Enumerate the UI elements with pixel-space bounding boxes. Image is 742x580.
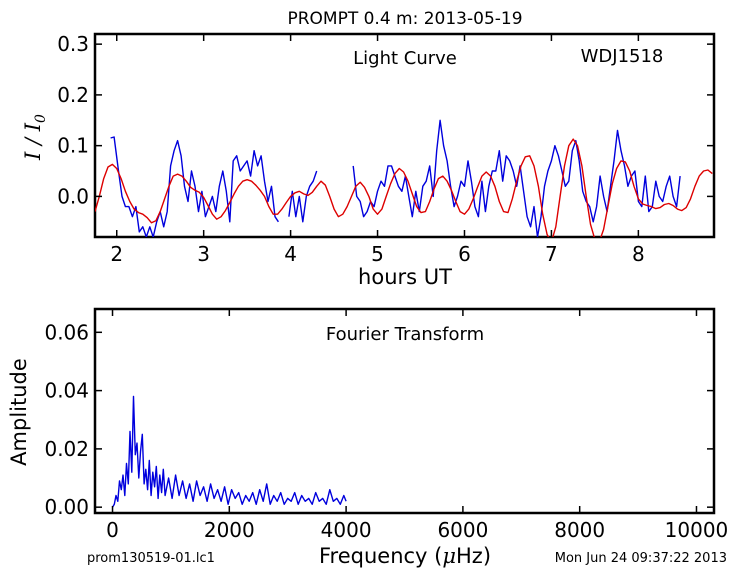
footer-filename: prom130519-01.lc1 (87, 551, 215, 566)
figure-title: PROMPT 0.4 m: 2013-05-19 (287, 9, 522, 29)
light-curve-xtick-label-4: 6 (458, 242, 471, 266)
fourier-annotation: Fourier Transform (326, 324, 484, 345)
fourier-ytick-label-2: 0.04 (44, 379, 89, 403)
light-curve-ylabel-main: I / I (21, 122, 45, 161)
fourier-xtick-label-1: 2000 (204, 518, 255, 542)
light-curve-annotation: Light Curve (353, 48, 457, 69)
light-curve-xtick-label-2: 4 (284, 242, 297, 266)
light-curve-ytick-label-2: 0.2 (57, 83, 89, 107)
object-label: WDJ1518 (581, 46, 664, 67)
fourier-panel: 0 2000 4000 6000 8000 10000 0.00 0.02 0.04 0.06 F… (7, 307, 728, 568)
fourier-xtick-label-4: 8000 (554, 518, 605, 542)
fourier-xtick-label-3: 6000 (437, 518, 488, 542)
light-curve-ytick-label-0: 0.0 (57, 184, 89, 208)
light-curve-xtick-label-0: 2 (110, 242, 123, 266)
light-curve-series-0-line-1 (288, 170, 318, 223)
fourier-ytick-label-3: 0.06 (44, 320, 89, 344)
fourier-frame (93, 307, 716, 515)
fourier-ytick-label-0: 0.00 (44, 495, 89, 519)
light-curve-xlabel: hours UT (358, 265, 452, 289)
light-curve-xtick-label-3: 5 (371, 242, 384, 266)
light-curve-ylabel-sub: 0 (33, 114, 49, 123)
light-curve-panel: 2 3 4 5 6 7 80.00.10.20.3 Light Curve WDJ1518 … (21, 32, 716, 289)
fourier-xtick-label-2: 4000 (321, 518, 372, 542)
fourier-ytick-label-1: 0.02 (44, 437, 89, 461)
light-curve-plot-area (95, 119, 713, 237)
light-curve-ytick-label-3: 0.3 (57, 32, 89, 56)
fourier-plot-area (111, 395, 347, 508)
light-curve-ylabel: I / I0 (21, 114, 49, 161)
fourier-ylabel: Amplitude (7, 358, 31, 466)
light-curve-axes: 2 3 4 5 6 7 8 0.0 0.1 0.2 0.3 (57, 32, 714, 266)
light-curve-frame (93, 32, 716, 239)
light-curve-series-0-line-0 (110, 136, 279, 237)
fourier-series-0-line-0 (111, 395, 347, 508)
fourier-xlabel-main: Frequency ( (319, 544, 442, 568)
fourier-xlabel-tail: Hz) (456, 544, 491, 568)
light-curve-series-0-line-2 (352, 119, 681, 237)
fourier-xlabel-unit: μ (442, 544, 456, 568)
light-curve-xtick-label-1: 3 (197, 242, 210, 266)
fourier-axes: 0 2000 4000 6000 8000 10000 0.00 0.02 0.04 0.06 (44, 309, 728, 542)
footer-timestamp: Mon Jun 24 09:37:22 2013 (555, 551, 727, 566)
light-curve-series-1-line-0 (95, 138, 713, 237)
fourier-xlabel: Frequency (μHz) (319, 544, 491, 568)
svg-text:I / I0: I / I0 (21, 114, 49, 161)
light-curve-ytick-label-1: 0.1 (57, 134, 89, 158)
light-curve-xtick-label-5: 7 (545, 242, 558, 266)
fourier-xtick-label-0: 0 (106, 518, 119, 542)
light-curve-xtick-label-6: 8 (632, 242, 645, 266)
fourier-xtick-label-5: 10000 (665, 518, 729, 542)
